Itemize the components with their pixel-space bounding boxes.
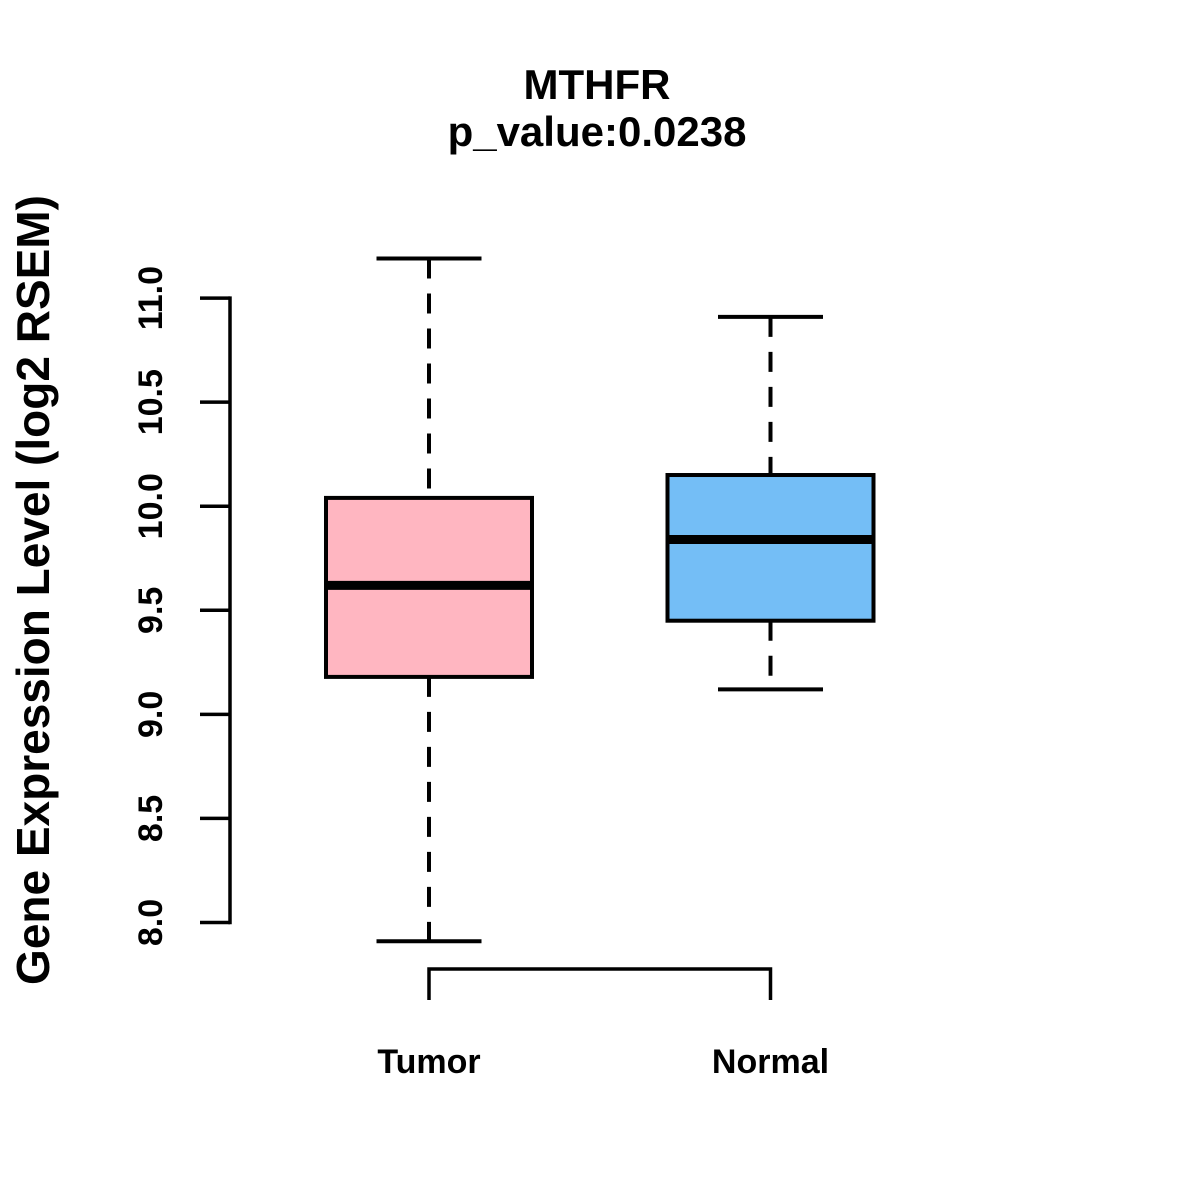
- x-category-label-normal: Normal: [712, 1043, 829, 1081]
- normal-box: [665, 473, 876, 623]
- y-axis-tick-label: 9.0: [132, 691, 170, 738]
- x-axis-bracket: [427, 967, 773, 1000]
- y-axis-tick-label: 9.5: [132, 587, 170, 634]
- x-category-label-tumor: Tumor: [377, 1043, 480, 1081]
- y-axis-tick-label: 10.0: [132, 473, 170, 539]
- y-axis-tick-label: 11.0: [132, 266, 170, 330]
- y-axis-tick-label: 8.5: [132, 795, 170, 842]
- chart-title: MTHFR: [523, 61, 671, 108]
- y-axis-tick-label: 8.0: [132, 899, 170, 946]
- chart-subtitle: p_value:0.0238: [447, 108, 747, 155]
- y-axis-tick-label: 10.5: [132, 369, 170, 435]
